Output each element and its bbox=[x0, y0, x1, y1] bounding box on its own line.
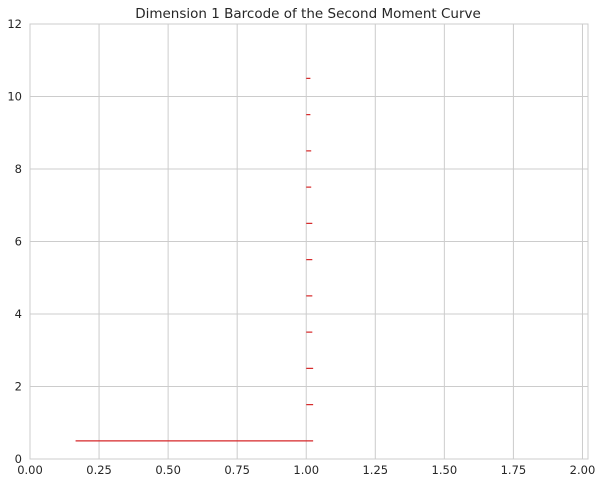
grid-lines bbox=[29, 23, 588, 460]
x-tick-label: 0.75 bbox=[224, 463, 250, 477]
y-tick-label: 4 bbox=[15, 307, 22, 321]
y-tick-label: 2 bbox=[15, 380, 22, 394]
y-tick-label: 12 bbox=[7, 17, 22, 31]
x-tick-label: 1.25 bbox=[362, 463, 388, 477]
chart-title: Dimension 1 Barcode of the Second Moment… bbox=[135, 6, 481, 22]
y-tick-label: 10 bbox=[7, 90, 22, 104]
x-tick-label: 0.00 bbox=[17, 463, 43, 477]
x-axis-ticks: 0.00 0.25 0.50 0.75 1.00 1.25 1.50 1.75 2.00 bbox=[17, 463, 595, 477]
x-tick-label: 1.75 bbox=[501, 463, 527, 477]
x-tick-label: 2.00 bbox=[570, 463, 596, 477]
barcode-bars bbox=[75, 77, 314, 442]
plot-border bbox=[29, 23, 589, 460]
y-tick-label: 0 bbox=[15, 452, 22, 466]
plot-frame bbox=[29, 23, 589, 460]
x-tick-label: 0.25 bbox=[86, 463, 112, 477]
y-tick-label: 6 bbox=[15, 235, 22, 249]
x-tick-label: 1.00 bbox=[293, 463, 319, 477]
y-tick-label: 8 bbox=[15, 162, 22, 176]
x-tick-label: 1.50 bbox=[432, 463, 458, 477]
y-axis-ticks: 0 2 4 6 8 10 12 bbox=[7, 17, 22, 466]
x-tick-label: 0.50 bbox=[155, 463, 181, 477]
